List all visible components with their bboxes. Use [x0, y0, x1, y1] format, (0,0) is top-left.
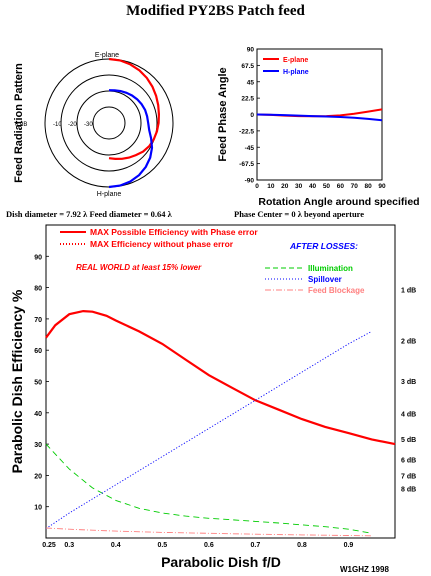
phase-series-h-plane	[256, 113, 383, 122]
real-world-note: REAL WORLD at least 15% lower	[76, 263, 202, 272]
efficiency-right-db-label: 7 dB	[401, 473, 416, 480]
phase-x-tick-label: 30	[295, 183, 303, 190]
efficiency-legend-label: MAX Possible Efficiency with Phase error	[90, 227, 258, 237]
phase-x-tick-label: 10	[267, 183, 275, 190]
efficiency-y-tick-label: 10	[34, 505, 42, 512]
efficiency-series-spillover	[45, 331, 372, 529]
efficiency-y-tick-label: 20	[34, 473, 42, 480]
polar-y-axis-label: Feed Radiation Pattern	[13, 63, 25, 183]
efficiency-x-tick-label: 0.6	[204, 542, 214, 549]
efficiency-right-db-label: 2 dB	[401, 338, 416, 345]
efficiency-x-tick-label: 0.3	[64, 542, 74, 549]
efficiency-right-db-label: 3 dB	[401, 379, 416, 386]
losses-legend-label: Spillover	[308, 275, 342, 284]
polar-ring-label: -30	[84, 122, 93, 128]
polar-e-plane-label: E-plane	[95, 52, 119, 59]
efficiency-series-illumination	[45, 443, 372, 534]
phase-x-tick-label: 40	[309, 183, 317, 190]
efficiency-series-feed-blockage	[45, 527, 372, 537]
polar-ring	[44, 58, 174, 188]
phase-legend-label: E-plane	[283, 57, 308, 64]
phase-x-axis-label: Rotation Angle around specified	[258, 196, 419, 208]
phase-x-tick-label: 90	[378, 183, 386, 190]
losses-legend-label: Feed Blockage	[308, 286, 365, 295]
efficiency-y-tick-label: 50	[34, 380, 42, 387]
efficiency-chart: 10 20 30 40 50 60 70 80 90 0.25 0.3 0.4 0.5 0.6 0.7 0.8…	[9, 224, 416, 570]
phase-y-tick-label: 45	[247, 79, 255, 86]
polar-ring	[60, 74, 158, 172]
efficiency-y-tick-label: 60	[34, 348, 42, 355]
efficiency-x-tick-label: 0.7	[251, 542, 261, 549]
efficiency-right-db-label: 5 dB	[401, 437, 416, 444]
efficiency-y-axis-label: Parabolic Dish Efficiency %	[9, 289, 25, 473]
phase-y-axis-label: Feed Phase Angle	[217, 67, 229, 161]
polar-ring-label: -20	[68, 122, 77, 128]
polar-ring-label: -10	[53, 122, 62, 128]
efficiency-y-tick-label: 40	[34, 411, 42, 418]
efficiency-y-tick-label: 90	[34, 254, 42, 261]
polar-ring	[92, 106, 126, 140]
phase-y-tick-label: 90	[247, 47, 255, 54]
phase-x-tick-label: 60	[337, 183, 345, 190]
phase-legend-label: H-plane	[283, 69, 309, 76]
phase-x-tick-label: 80	[364, 183, 372, 190]
efficiency-series-max-possible-efficiency-with-phase-error	[45, 309, 396, 446]
efficiency-y-tick-label: 30	[34, 442, 42, 449]
efficiency-right-db-label: 4 dB	[401, 411, 416, 418]
phase-x-tick-label: 0	[255, 183, 259, 190]
efficiency-x-tick-label: 0.25	[42, 542, 56, 549]
efficiency-legend-label: MAX Efficiency without phase error	[90, 239, 234, 249]
polar-pattern-chart: 0 dB -10 -20 -30 E-plane H-plane Feed Radiatio…	[13, 52, 174, 198]
phase-x-tick-label: 20	[281, 183, 289, 190]
efficiency-right-db-label: 1 dB	[401, 287, 416, 294]
phase-x-tick-label: 70	[351, 183, 359, 190]
credit: W1GHZ 1998	[340, 565, 389, 574]
efficiency-x-axis-label: Parabolic Dish f/D	[161, 554, 281, 570]
phase-y-tick-label: 67.5	[241, 63, 254, 70]
phase-x-tick-label: 50	[323, 183, 331, 190]
phase-y-tick-label: -45	[245, 145, 255, 152]
polar-series-h-plane	[108, 89, 154, 189]
polar-series-e-plane	[108, 57, 161, 161]
phase-y-tick-label: 22.5	[241, 96, 254, 103]
losses-title: AFTER LOSSES:	[289, 241, 358, 251]
efficiency-x-tick-label: 0.4	[111, 542, 121, 549]
phase-y-tick-label: -22.5	[239, 128, 254, 135]
efficiency-x-tick-label: 0.9	[344, 542, 354, 549]
page-title: Modified PY2BS Patch feed	[126, 3, 305, 19]
dish-note: Dish diameter = 7.92 λ Feed diameter = 0…	[6, 209, 172, 219]
polar-ring-label: 0 dB	[15, 122, 27, 128]
polar-h-plane-label: H-plane	[97, 191, 122, 198]
phase-y-tick-label: -67.5	[239, 161, 254, 168]
efficiency-y-tick-label: 80	[34, 286, 42, 293]
efficiency-x-tick-label: 0.5	[157, 542, 167, 549]
phase-y-tick-label: 0	[250, 112, 254, 119]
phase-center-note: Phase Center = 0 λ beyond aperture	[234, 209, 365, 219]
efficiency-x-tick-label: 0.8	[297, 542, 307, 549]
efficiency-right-db-label: 8 dB	[401, 487, 416, 494]
efficiency-y-tick-label: 70	[34, 317, 42, 324]
losses-legend-label: Illumination	[308, 264, 353, 273]
efficiency-right-db-label: 6 dB	[401, 457, 416, 464]
phase-y-tick-label: -90	[245, 178, 255, 185]
